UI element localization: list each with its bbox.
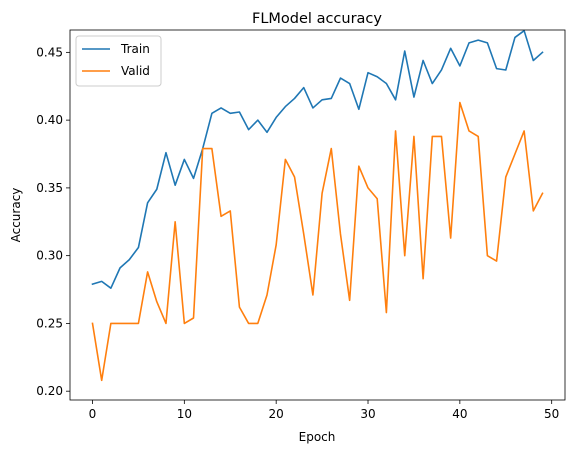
y-tick-label: 0.40 [36,113,63,127]
series-line-valid [91,101,544,382]
y-tick-label: 0.20 [36,384,63,398]
y-axis: 0.20 0.25 0.30 0.35 0.40 0.45 [36,45,70,398]
legend-label-train: Train [120,42,150,56]
y-tick-label: 0.45 [36,45,63,59]
legend: Train Valid [75,35,162,87]
x-axis: 0 10 20 30 40 50 [89,400,559,421]
y-tick-label: 0.30 [36,249,63,263]
series-line-train [91,29,544,289]
x-tick-label: 20 [269,407,284,421]
legend-label-valid: Valid [121,64,150,78]
y-tick-label: 0.35 [36,181,63,195]
x-tick-label: 30 [360,407,375,421]
plot-frame [69,29,566,401]
chart-title: FLModel accuracy [252,11,382,27]
x-tick-label: 10 [177,407,192,421]
x-axis-label: Epoch [299,430,336,444]
series-layer [91,29,544,382]
y-tick-label: 0.25 [36,316,63,330]
y-axis-label: Accuracy [9,188,23,243]
plot-background [70,30,565,400]
x-tick-label: 0 [89,407,97,421]
x-tick-label: 50 [544,407,559,421]
x-tick-label: 40 [452,407,467,421]
plot-area: 0 10 20 30 40 50 0.20 0.25 0.30 0.35 0.40 0.45 [36,29,566,421]
